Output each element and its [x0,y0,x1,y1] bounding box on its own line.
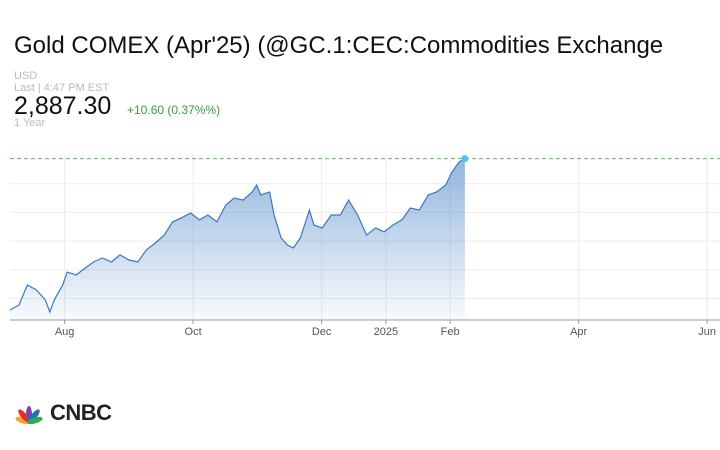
x-tick-label: Aug [55,326,75,338]
last-time: Last | 4:47 PM EST [14,82,110,94]
price-line [9,158,466,314]
logo-text: CNBC [50,400,112,425]
period: 1 Year [14,117,46,129]
change: +10.60 (0.37%%) [127,103,221,117]
x-tick-label: Apr [570,326,587,338]
last-point [461,155,469,163]
currency: USD [14,70,38,82]
x-tick-label: Oct [185,326,202,338]
price: 2,887.30 [14,92,112,120]
x-tick-label: Feb [441,326,460,338]
area-fill [10,158,465,320]
logo: CNBC [12,400,112,426]
x-tick-label: 2025 [374,326,398,338]
x-tick-label: Jun [698,326,716,338]
title: Gold COMEX (Apr'25) (@GC.1:CEC:Commoditi… [14,32,664,59]
x-tick-label: Dec [312,326,332,338]
peacock-icon [15,406,43,424]
